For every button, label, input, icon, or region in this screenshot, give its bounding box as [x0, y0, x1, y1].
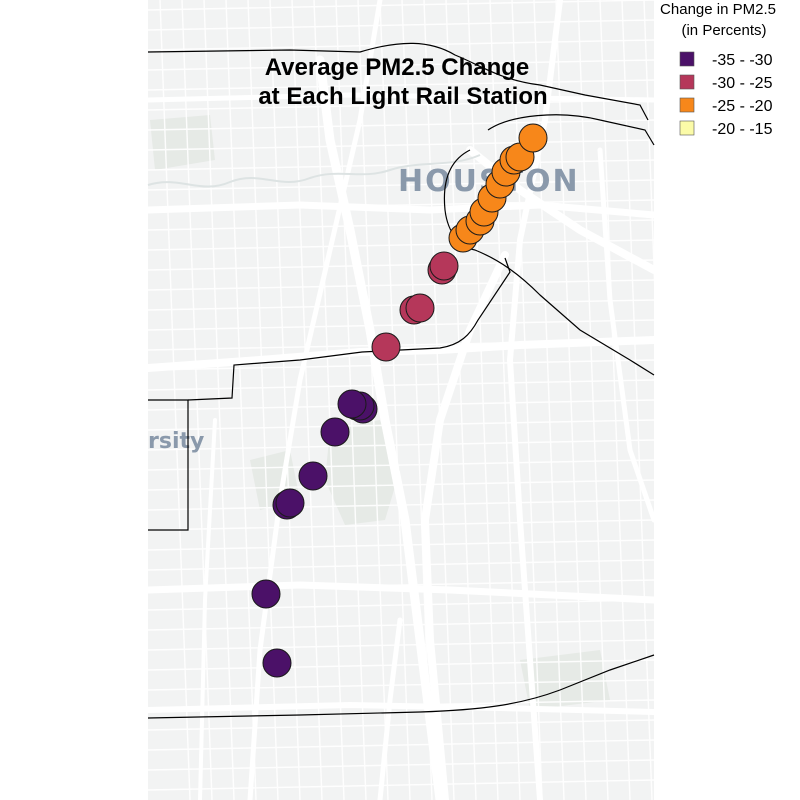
legend-swatch	[679, 74, 695, 90]
station-marker	[371, 332, 401, 362]
legend-label: -25 - -20	[712, 98, 773, 115]
legend-swatch	[679, 120, 695, 136]
station-marker	[518, 123, 548, 153]
station-marker	[275, 488, 305, 518]
station-marker	[298, 461, 328, 491]
legend: Change in PM2.5 (in Percents) -35 - -30 -…	[660, 1, 776, 138]
legend-label: -30 - -25	[712, 75, 773, 92]
legend-title-line-1: Change in PM2.5	[660, 1, 776, 18]
bayou	[147, 154, 481, 188]
legend-swatch	[679, 97, 695, 113]
station-marker	[429, 251, 459, 281]
legend-label: -35 - -30	[712, 52, 773, 69]
station-marker	[320, 417, 350, 447]
major-roads	[144, 0, 658, 800]
basemap-label-partial: rsity	[148, 429, 204, 454]
legend-title-line-2: (in Percents)	[681, 22, 766, 39]
station-markers	[251, 123, 548, 678]
boundary-lines	[147, 42, 655, 719]
legend-label: -20 - -15	[712, 121, 773, 138]
station-marker	[405, 293, 435, 323]
station-marker	[262, 648, 292, 678]
map-title-line-1: Average PM2.5 Change	[265, 54, 530, 81]
station-marker	[337, 389, 367, 419]
station-marker	[251, 579, 281, 609]
map-title-line-2: at Each Light Rail Station	[258, 83, 547, 110]
legend-swatch	[679, 51, 695, 67]
